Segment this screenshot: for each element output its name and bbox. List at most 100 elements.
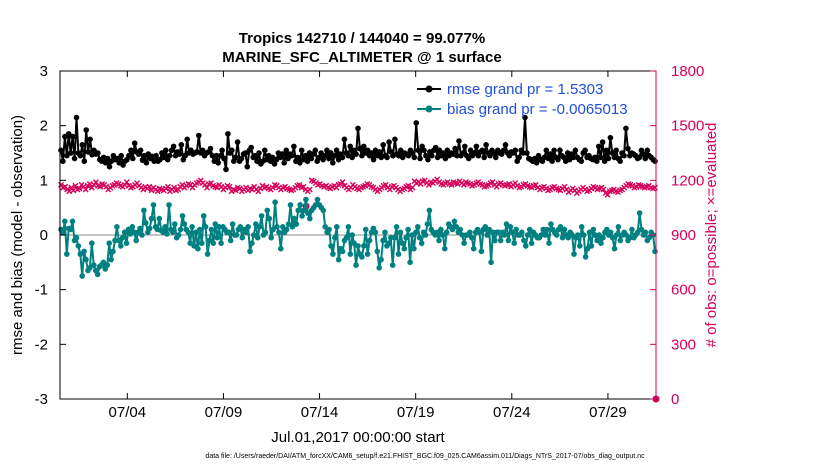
rmse-point bbox=[178, 142, 185, 148]
bias-point bbox=[297, 202, 303, 208]
bias-point bbox=[266, 215, 273, 222]
bias-point bbox=[393, 224, 400, 230]
rmse-point bbox=[312, 147, 319, 154]
rmse-point bbox=[328, 150, 334, 156]
rmse-point bbox=[409, 150, 416, 156]
bias-point bbox=[565, 234, 571, 241]
bias-point bbox=[389, 262, 396, 268]
bias-point bbox=[415, 224, 421, 230]
bias-point bbox=[561, 226, 568, 233]
rmse-point bbox=[291, 143, 297, 150]
rmse-point bbox=[308, 155, 315, 162]
bias-point bbox=[509, 229, 516, 236]
rmse-point bbox=[331, 152, 338, 159]
bias-point bbox=[343, 234, 350, 241]
bias-point bbox=[524, 232, 531, 238]
bias-point bbox=[395, 251, 402, 257]
rmse-point bbox=[281, 160, 288, 166]
rmse-point bbox=[349, 154, 356, 161]
bias-point bbox=[399, 240, 406, 246]
rmse-point bbox=[232, 154, 239, 161]
bias-point bbox=[501, 232, 508, 238]
bias-point bbox=[380, 237, 386, 244]
rmse-point bbox=[289, 152, 295, 159]
legend-marker-rmse bbox=[425, 85, 433, 93]
rmse-point bbox=[481, 154, 488, 161]
rmse-point bbox=[225, 131, 231, 137]
bias-point bbox=[438, 226, 444, 233]
rmse-point bbox=[341, 136, 348, 143]
bias-point bbox=[283, 226, 290, 233]
rmse-point bbox=[493, 154, 499, 161]
obs-point bbox=[66, 188, 73, 195]
rmse-series bbox=[58, 114, 658, 173]
bias-point bbox=[497, 237, 504, 244]
rmse-point bbox=[318, 150, 324, 156]
rmse-point bbox=[330, 160, 336, 166]
x-tick-label: 07/09 bbox=[205, 404, 243, 421]
bias-point bbox=[355, 243, 361, 249]
bias-point bbox=[330, 251, 336, 257]
bias-point bbox=[461, 240, 467, 246]
bias-point bbox=[411, 245, 417, 252]
bias-point bbox=[287, 202, 294, 208]
chart-title-line2: MARINE_SFC_ALTIMETER @ 1 surface bbox=[222, 49, 501, 66]
rmse-point bbox=[502, 142, 509, 148]
rmse-point bbox=[384, 154, 390, 161]
obs-point bbox=[146, 183, 153, 190]
x-tick-label: 07/14 bbox=[301, 404, 339, 421]
rmse-point bbox=[425, 156, 431, 163]
rmse-point bbox=[533, 160, 540, 166]
rmse-point bbox=[326, 155, 332, 162]
rmse-point bbox=[605, 155, 612, 162]
bias-point bbox=[376, 265, 383, 271]
bias-point bbox=[83, 256, 89, 263]
bias-point bbox=[580, 232, 587, 238]
bias-point bbox=[424, 221, 431, 227]
bias-point bbox=[476, 229, 483, 236]
rmse-point bbox=[500, 147, 507, 154]
obs-point bbox=[409, 184, 416, 191]
bias-point bbox=[81, 248, 87, 255]
bias-point bbox=[378, 256, 384, 263]
rmse-point bbox=[471, 150, 478, 156]
bias-point bbox=[229, 221, 236, 227]
rmse-point bbox=[415, 147, 422, 154]
y-left-tick-label: -1 bbox=[35, 282, 48, 299]
bias-point bbox=[87, 265, 93, 271]
rmse-point bbox=[209, 152, 216, 159]
bias-point bbox=[239, 234, 246, 241]
bias-point bbox=[652, 248, 658, 255]
bias-point bbox=[409, 232, 415, 238]
rmse-point bbox=[512, 147, 519, 154]
bias-point bbox=[251, 232, 257, 238]
rmse-point bbox=[640, 151, 647, 157]
rmse-point bbox=[555, 156, 561, 163]
bias-point bbox=[382, 229, 388, 236]
rmse-point bbox=[254, 158, 260, 164]
rmse-point bbox=[271, 161, 278, 167]
rmse-point bbox=[516, 154, 522, 161]
bias-point bbox=[328, 243, 334, 249]
y-axis-left: -3 -2 -1 0 1 2 3 bbox=[35, 63, 66, 408]
bias-point bbox=[67, 226, 74, 233]
bias-point bbox=[258, 213, 265, 219]
rmse-point bbox=[262, 147, 268, 154]
bias-point bbox=[202, 224, 209, 230]
legend: rmse grand pr = 1.5303 bias grand pr = -… bbox=[417, 81, 628, 118]
bias-point bbox=[185, 229, 192, 236]
bias-point bbox=[492, 237, 498, 244]
bias-point bbox=[442, 245, 448, 252]
bias-point bbox=[237, 224, 244, 230]
rmse-point bbox=[85, 149, 91, 155]
bias-point bbox=[642, 229, 649, 236]
rmse-point bbox=[143, 160, 150, 166]
rmse-point bbox=[130, 155, 136, 162]
bias-point bbox=[326, 226, 332, 233]
rmse-point bbox=[397, 147, 404, 154]
rmse-point bbox=[285, 155, 291, 162]
rmse-point bbox=[376, 149, 383, 155]
bias-point bbox=[413, 229, 419, 236]
rmse-point bbox=[595, 143, 602, 150]
rmse-point bbox=[392, 136, 398, 143]
